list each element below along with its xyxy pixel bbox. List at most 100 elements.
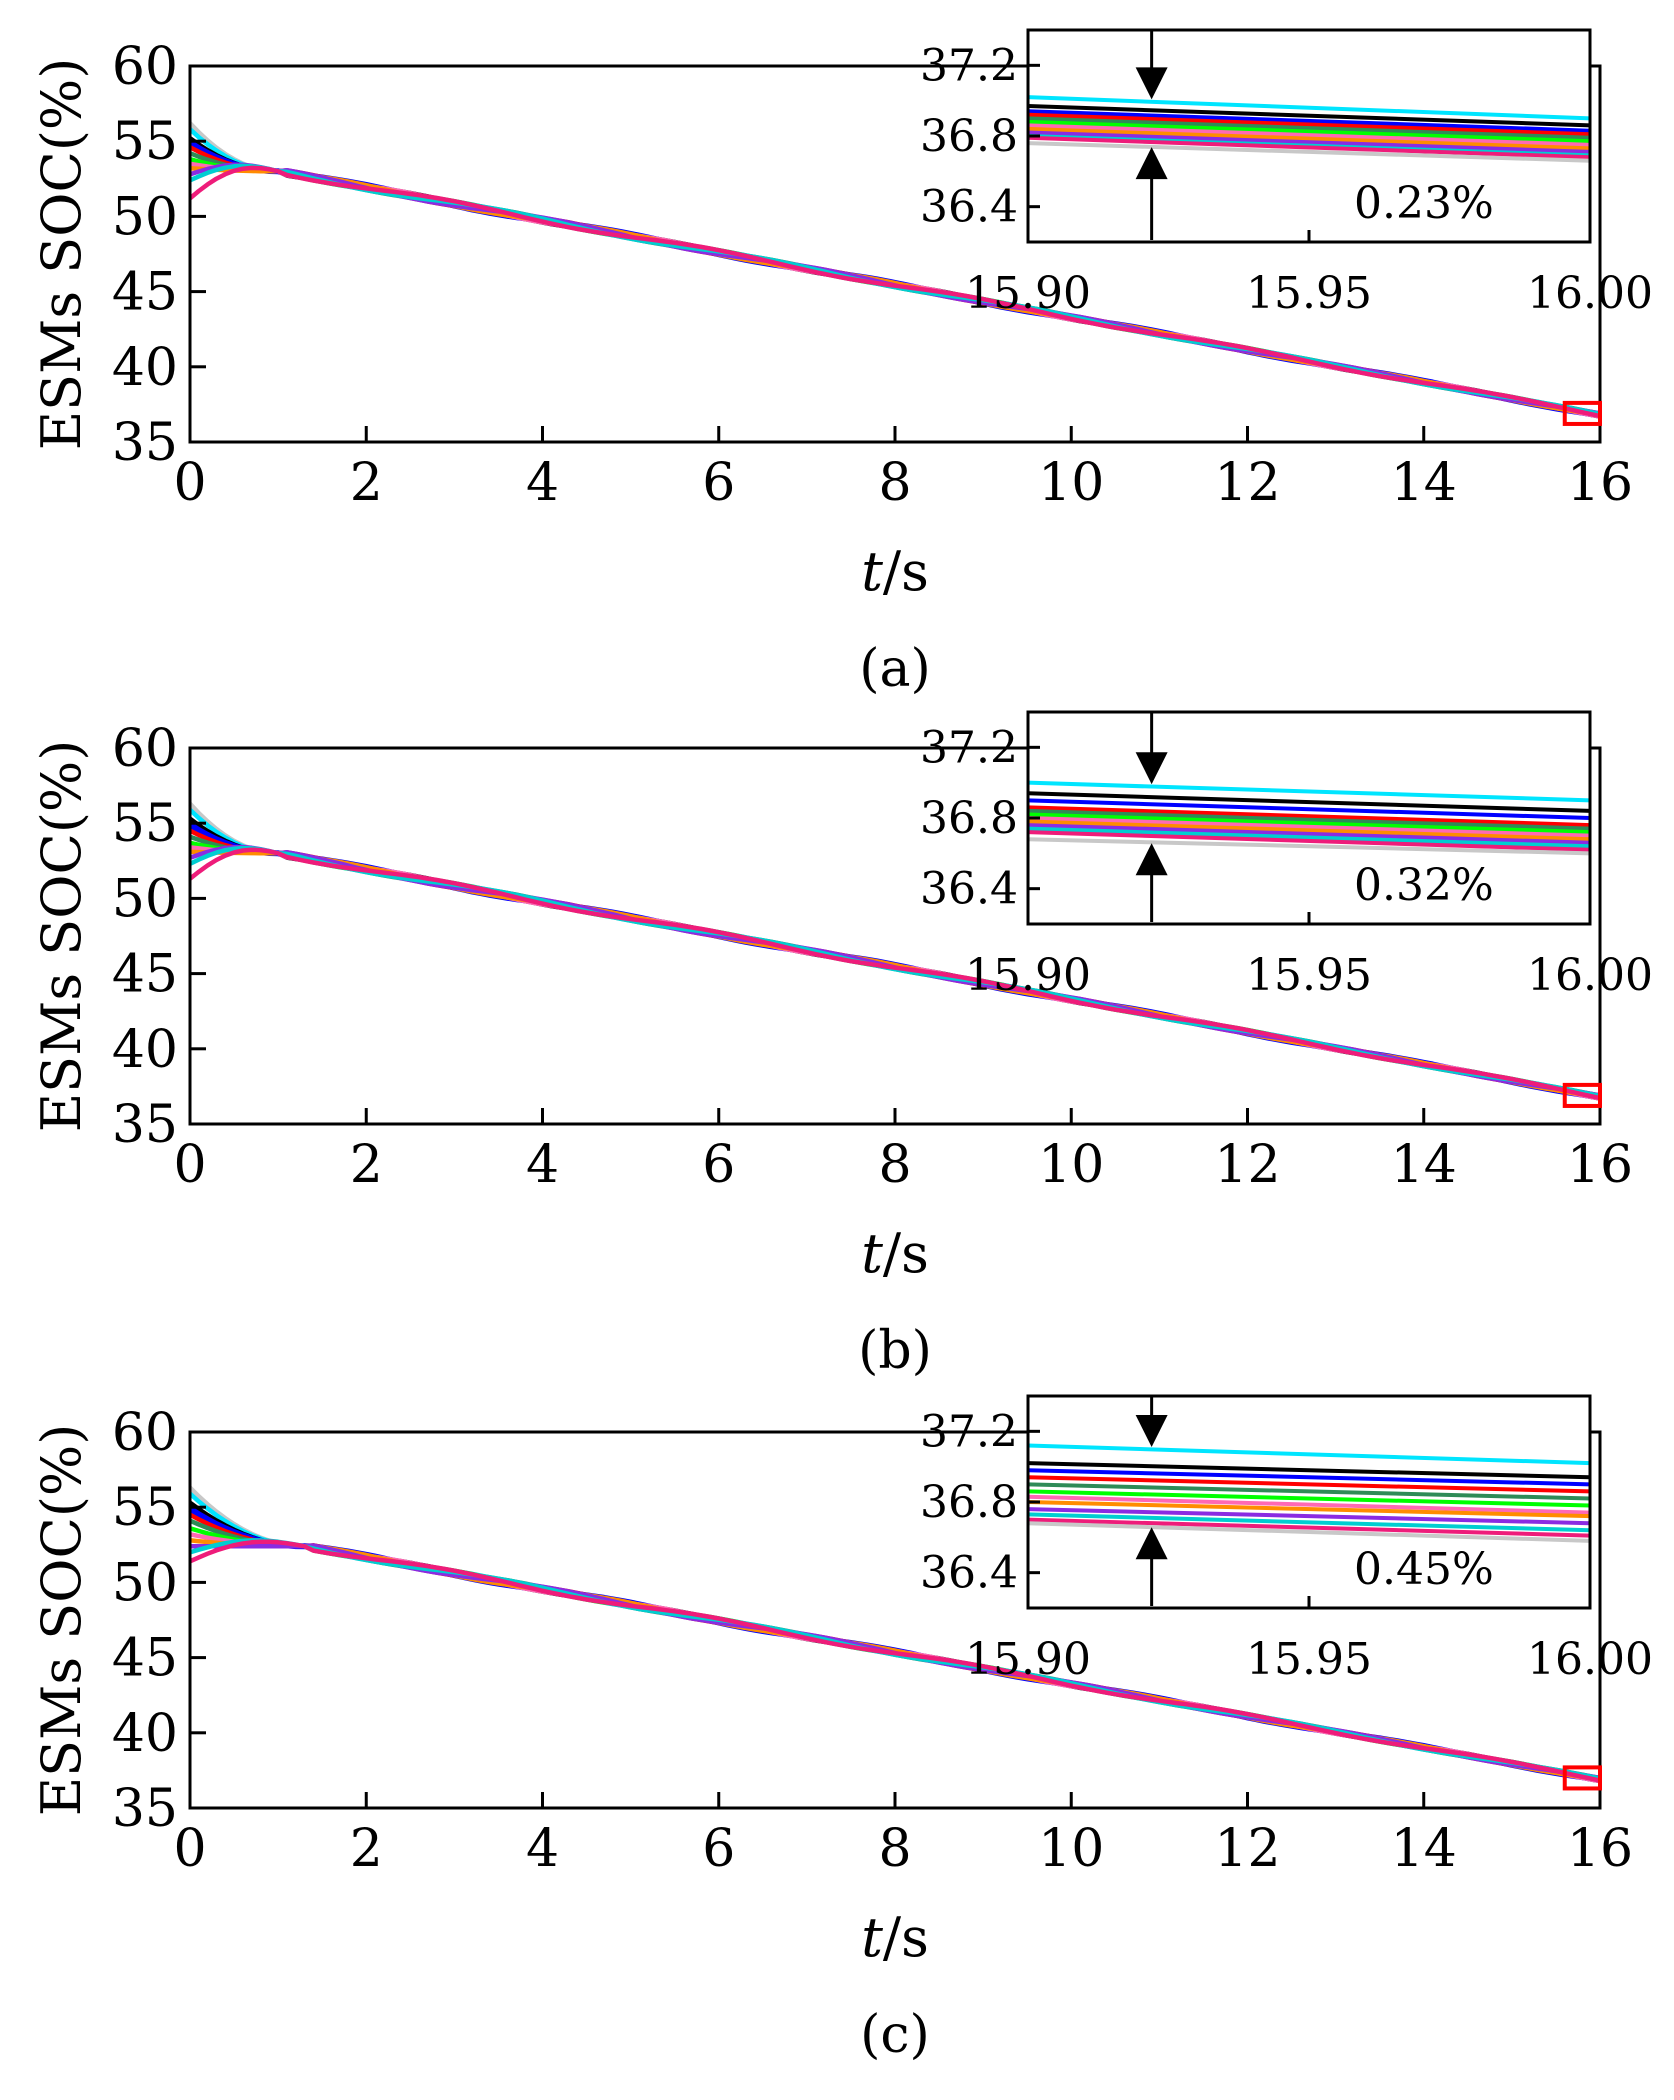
x-tick-label: 14 (1391, 1135, 1457, 1195)
x-tick-label: 10 (1038, 1819, 1104, 1879)
spread-arrow-up-icon (1135, 843, 1168, 876)
x-tick-label: 16 (1567, 1819, 1633, 1879)
zoom-inset: 36.4 36.8 37.2 15.90 15.95 16.00 (920, 28, 1653, 319)
inset-series-line (1027, 1507, 1591, 1526)
inset-x-tick-label: 15.90 (965, 268, 1091, 319)
inset-series-line (1027, 116, 1591, 140)
inset-series-line (1027, 826, 1591, 849)
panel-a: 35 40 45 50 55 60 0 2 4 6 8 10 12 14 16 ESMs SOC(%) t/… (30, 28, 1653, 699)
x-tick-label: 8 (878, 1819, 911, 1879)
y-tick-label: 50 (112, 1553, 178, 1613)
x-tick-label: 2 (350, 1819, 383, 1879)
x-tick-label: 16 (1567, 453, 1633, 513)
inset-x-tick-label: 16.00 (1527, 1634, 1653, 1685)
x-tick-label: 12 (1214, 1819, 1280, 1879)
y-tick-label: 40 (112, 338, 178, 398)
y-tick-label: 55 (112, 794, 178, 854)
x-tick-label: 6 (702, 453, 735, 513)
y-tick-label: 45 (112, 1629, 178, 1689)
zoom-inset: 36.4 36.8 37.2 15.90 15.95 16.00 (920, 1394, 1653, 1685)
soc-series-line (189, 1539, 1601, 1783)
spread-arrow-down-icon (1135, 1415, 1168, 1447)
y-tick-label: 45 (112, 263, 178, 323)
inset-series-line (1027, 791, 1591, 813)
inset-series-line (1027, 1489, 1591, 1508)
x-tick-label: 12 (1214, 453, 1280, 513)
spread-arrow-down-icon (1135, 67, 1168, 100)
x-tick-label: 12 (1214, 1135, 1280, 1195)
inset-series-line (1027, 126, 1591, 151)
panel-c: 35 40 45 50 55 60 0 2 4 6 8 10 12 14 16 ESMs SOC(%) t/… (30, 1394, 1653, 2065)
y-tick-label: 60 (112, 719, 178, 779)
inset-series-line (1027, 823, 1591, 845)
y-tick-label: 60 (112, 37, 178, 97)
inset-y-tick-label: 36.4 (920, 1548, 1018, 1599)
inset-series-line (1027, 103, 1591, 128)
x-axis-label-unit: /s (883, 540, 929, 603)
x-tick-label: 2 (350, 453, 383, 513)
inset-series-line (1027, 1468, 1591, 1487)
inset-y-tick-label: 37.2 (920, 40, 1018, 91)
x-tick-label: 8 (878, 1135, 911, 1195)
x-tick-label: 10 (1038, 1135, 1104, 1195)
soc-series-group (188, 802, 1601, 1101)
inset-series-line (1027, 123, 1591, 147)
panel-caption: (c) (860, 2005, 930, 2065)
inset-y-tick-label: 37.2 (920, 722, 1018, 773)
inset-series-line (1027, 837, 1591, 856)
x-axis-label-unit: /s (883, 1906, 929, 1969)
zoom-inset: 36.4 36.8 37.2 15.90 15.95 16.00 (920, 710, 1653, 1001)
x-tick-label: 10 (1038, 453, 1104, 513)
x-tick-label: 0 (173, 1819, 206, 1879)
x-axis-label: t/s (861, 540, 929, 603)
axis-ticks: 35 40 45 50 55 60 0 2 4 6 8 10 12 14 16 (112, 719, 1633, 1195)
inset-series-line (1027, 798, 1591, 820)
inset-y-tick-label: 36.8 (920, 793, 1018, 844)
y-tick-label: 50 (112, 869, 178, 929)
inset-y-tick-label: 36.8 (920, 111, 1018, 162)
y-axis-label: ESMs SOC(%) (30, 1424, 93, 1817)
panel-caption: (b) (858, 1321, 932, 1381)
x-tick-label: 6 (702, 1135, 735, 1195)
axis-ticks: 35 40 45 50 55 60 0 2 4 6 8 10 12 14 16 (112, 1403, 1633, 1879)
inset-series-line (1027, 816, 1591, 838)
inset-x-tick-label: 16.00 (1527, 950, 1653, 1001)
inset-series-line (1027, 95, 1591, 121)
x-tick-label: 14 (1391, 453, 1457, 513)
inset-series-line (1027, 1475, 1591, 1494)
x-tick-label: 16 (1567, 1135, 1633, 1195)
y-tick-label: 55 (112, 112, 178, 172)
inset-x-tick-label: 16.00 (1527, 268, 1653, 319)
inset-y-tick-label: 37.2 (920, 1406, 1018, 1457)
spread-arrow-up-icon (1135, 1527, 1168, 1560)
soc-series-group (188, 1485, 1601, 1784)
inset-y-tick-label: 36.8 (920, 1477, 1018, 1528)
inset-series-line (1027, 130, 1591, 154)
inset-y-tick-label: 36.4 (920, 182, 1018, 233)
y-tick-label: 55 (112, 1478, 178, 1538)
inset-x-tick-label: 15.90 (965, 1634, 1091, 1685)
inset-series-line (1027, 780, 1591, 803)
y-tick-label: 35 (112, 1095, 178, 1155)
zoom-region-box (1562, 1082, 1602, 1108)
inset-series-line (1027, 141, 1591, 163)
inset-x-tick-label: 15.95 (1246, 1634, 1372, 1685)
inset-x-tick-label: 15.95 (1246, 950, 1372, 1001)
inset-series-line (1027, 1500, 1591, 1519)
inset-x-tick-label: 15.95 (1246, 268, 1372, 319)
inset-series-line (1027, 805, 1591, 828)
x-tick-label: 0 (173, 1135, 206, 1195)
inset-series-line (1027, 119, 1591, 144)
spread-arrow-down-icon (1135, 752, 1168, 785)
x-axis-label-var: t (861, 540, 883, 603)
y-tick-label: 50 (112, 187, 178, 247)
y-axis-label: ESMs SOC(%) (30, 740, 93, 1133)
y-tick-label: 45 (112, 945, 178, 1005)
zoom-region-box (1562, 400, 1602, 426)
inset-series-line (1027, 830, 1591, 852)
inset-series-line (1027, 819, 1591, 842)
y-tick-label: 40 (112, 1704, 178, 1764)
x-tick-label: 4 (526, 453, 559, 513)
inset-x-tick-label: 15.90 (965, 950, 1091, 1001)
